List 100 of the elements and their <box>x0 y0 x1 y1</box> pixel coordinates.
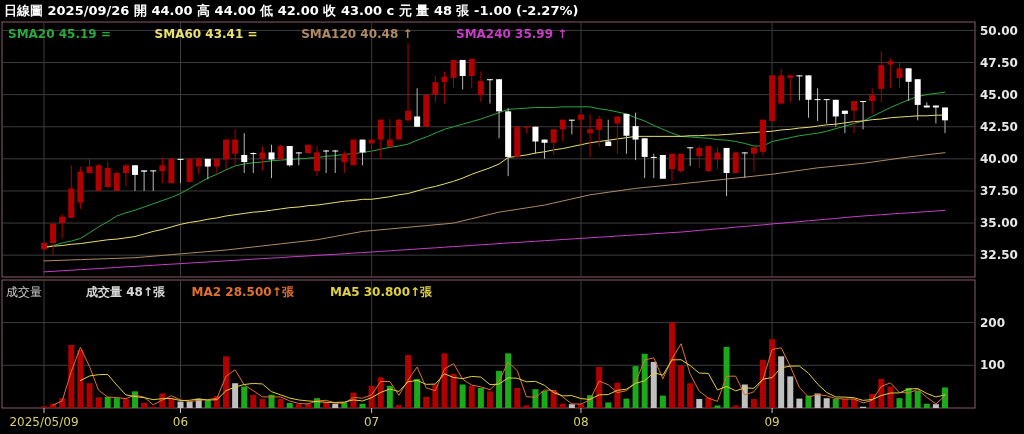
bar <box>668 322 675 408</box>
bar <box>932 404 939 408</box>
candlestick <box>223 139 230 170</box>
bar <box>405 355 412 408</box>
candlestick <box>741 151 748 179</box>
bar <box>295 404 302 408</box>
candlestick <box>250 151 257 174</box>
candlestick <box>596 115 603 148</box>
bar <box>141 402 148 408</box>
candlestick <box>887 57 894 89</box>
text: MA2 28.500↑張 <box>191 285 295 299</box>
bar <box>832 399 839 408</box>
bar <box>914 390 921 408</box>
bar <box>759 359 766 408</box>
bar <box>332 403 339 408</box>
candlestick <box>405 42 412 123</box>
bar <box>232 383 239 408</box>
candlestick <box>159 157 166 184</box>
bar <box>122 399 129 408</box>
candlestick <box>587 114 594 159</box>
bar <box>250 394 257 408</box>
candlestick <box>550 128 557 156</box>
y-tick-label: 37.50 <box>980 184 1018 199</box>
text: MA5 30.800↑張 <box>330 285 434 299</box>
line-series <box>79 359 946 403</box>
bar <box>386 385 393 408</box>
candlestick <box>59 213 66 239</box>
bar <box>805 395 812 408</box>
candlestick <box>869 87 876 115</box>
candlestick <box>632 112 639 161</box>
candlestick <box>259 145 266 171</box>
candlestick <box>486 78 493 105</box>
candlestick <box>650 153 657 179</box>
bar <box>778 356 785 408</box>
candlestick <box>50 222 57 256</box>
candlestick <box>150 169 157 192</box>
candlestick <box>787 74 794 103</box>
y-tick-label: 32.50 <box>980 248 1018 263</box>
y-tick-label: 50.00 <box>980 23 1018 38</box>
bar <box>750 399 757 408</box>
bar <box>769 339 776 408</box>
candlestick <box>905 67 912 102</box>
bar <box>678 365 685 408</box>
text: 成交量 48↑張 <box>85 285 166 299</box>
candlestick <box>459 59 466 90</box>
candlestick <box>687 146 694 167</box>
candlestick <box>714 146 721 170</box>
bar <box>286 402 293 408</box>
candlestick <box>860 100 867 130</box>
bar <box>86 383 93 408</box>
bar <box>277 399 284 408</box>
bar <box>104 396 111 408</box>
x-tick-label: 09 <box>764 415 780 429</box>
bar <box>541 390 548 408</box>
bar <box>723 346 730 408</box>
bar <box>423 396 430 408</box>
bar <box>596 367 603 408</box>
candlestick <box>732 151 739 174</box>
bar <box>496 370 503 408</box>
candlestick <box>696 145 703 169</box>
bar <box>441 353 448 408</box>
candlestick <box>641 137 648 179</box>
y-tick-label: 200 <box>980 315 1006 330</box>
candlestick <box>286 145 293 168</box>
bar <box>623 398 630 408</box>
bar <box>486 391 493 408</box>
candlestick <box>323 149 330 174</box>
y-tick-label: 47.50 <box>980 55 1018 70</box>
candlestick <box>241 132 248 174</box>
x-tick-label: 2025/05/09 <box>9 415 79 429</box>
candlestick <box>213 158 220 175</box>
candlestick <box>113 171 120 192</box>
candlestick <box>414 87 421 128</box>
x-tick-label: 08 <box>573 415 589 429</box>
bar <box>732 405 739 408</box>
candlestick <box>796 74 803 101</box>
text: SMA20 45.19 = <box>8 27 111 41</box>
line-series <box>43 152 946 262</box>
line-series <box>43 209 946 273</box>
candlestick <box>432 75 439 103</box>
bar <box>887 386 894 408</box>
bar <box>823 398 830 408</box>
bar <box>650 361 657 408</box>
candlestick <box>468 58 475 89</box>
candlestick <box>814 87 821 122</box>
bar <box>942 387 948 408</box>
candlestick <box>132 164 139 192</box>
y-axis-title: 成交量 <box>6 285 42 299</box>
line-series <box>52 343 946 406</box>
bar <box>259 399 266 408</box>
bar <box>95 397 102 408</box>
text: SMA120 40.48 ↑ <box>301 27 413 41</box>
bar <box>395 405 402 408</box>
bar <box>787 376 794 408</box>
candlestick <box>850 100 857 134</box>
bar <box>523 405 530 408</box>
bar <box>459 384 466 408</box>
candlestick <box>268 144 275 179</box>
bar <box>186 401 193 408</box>
candlestick <box>750 146 757 173</box>
